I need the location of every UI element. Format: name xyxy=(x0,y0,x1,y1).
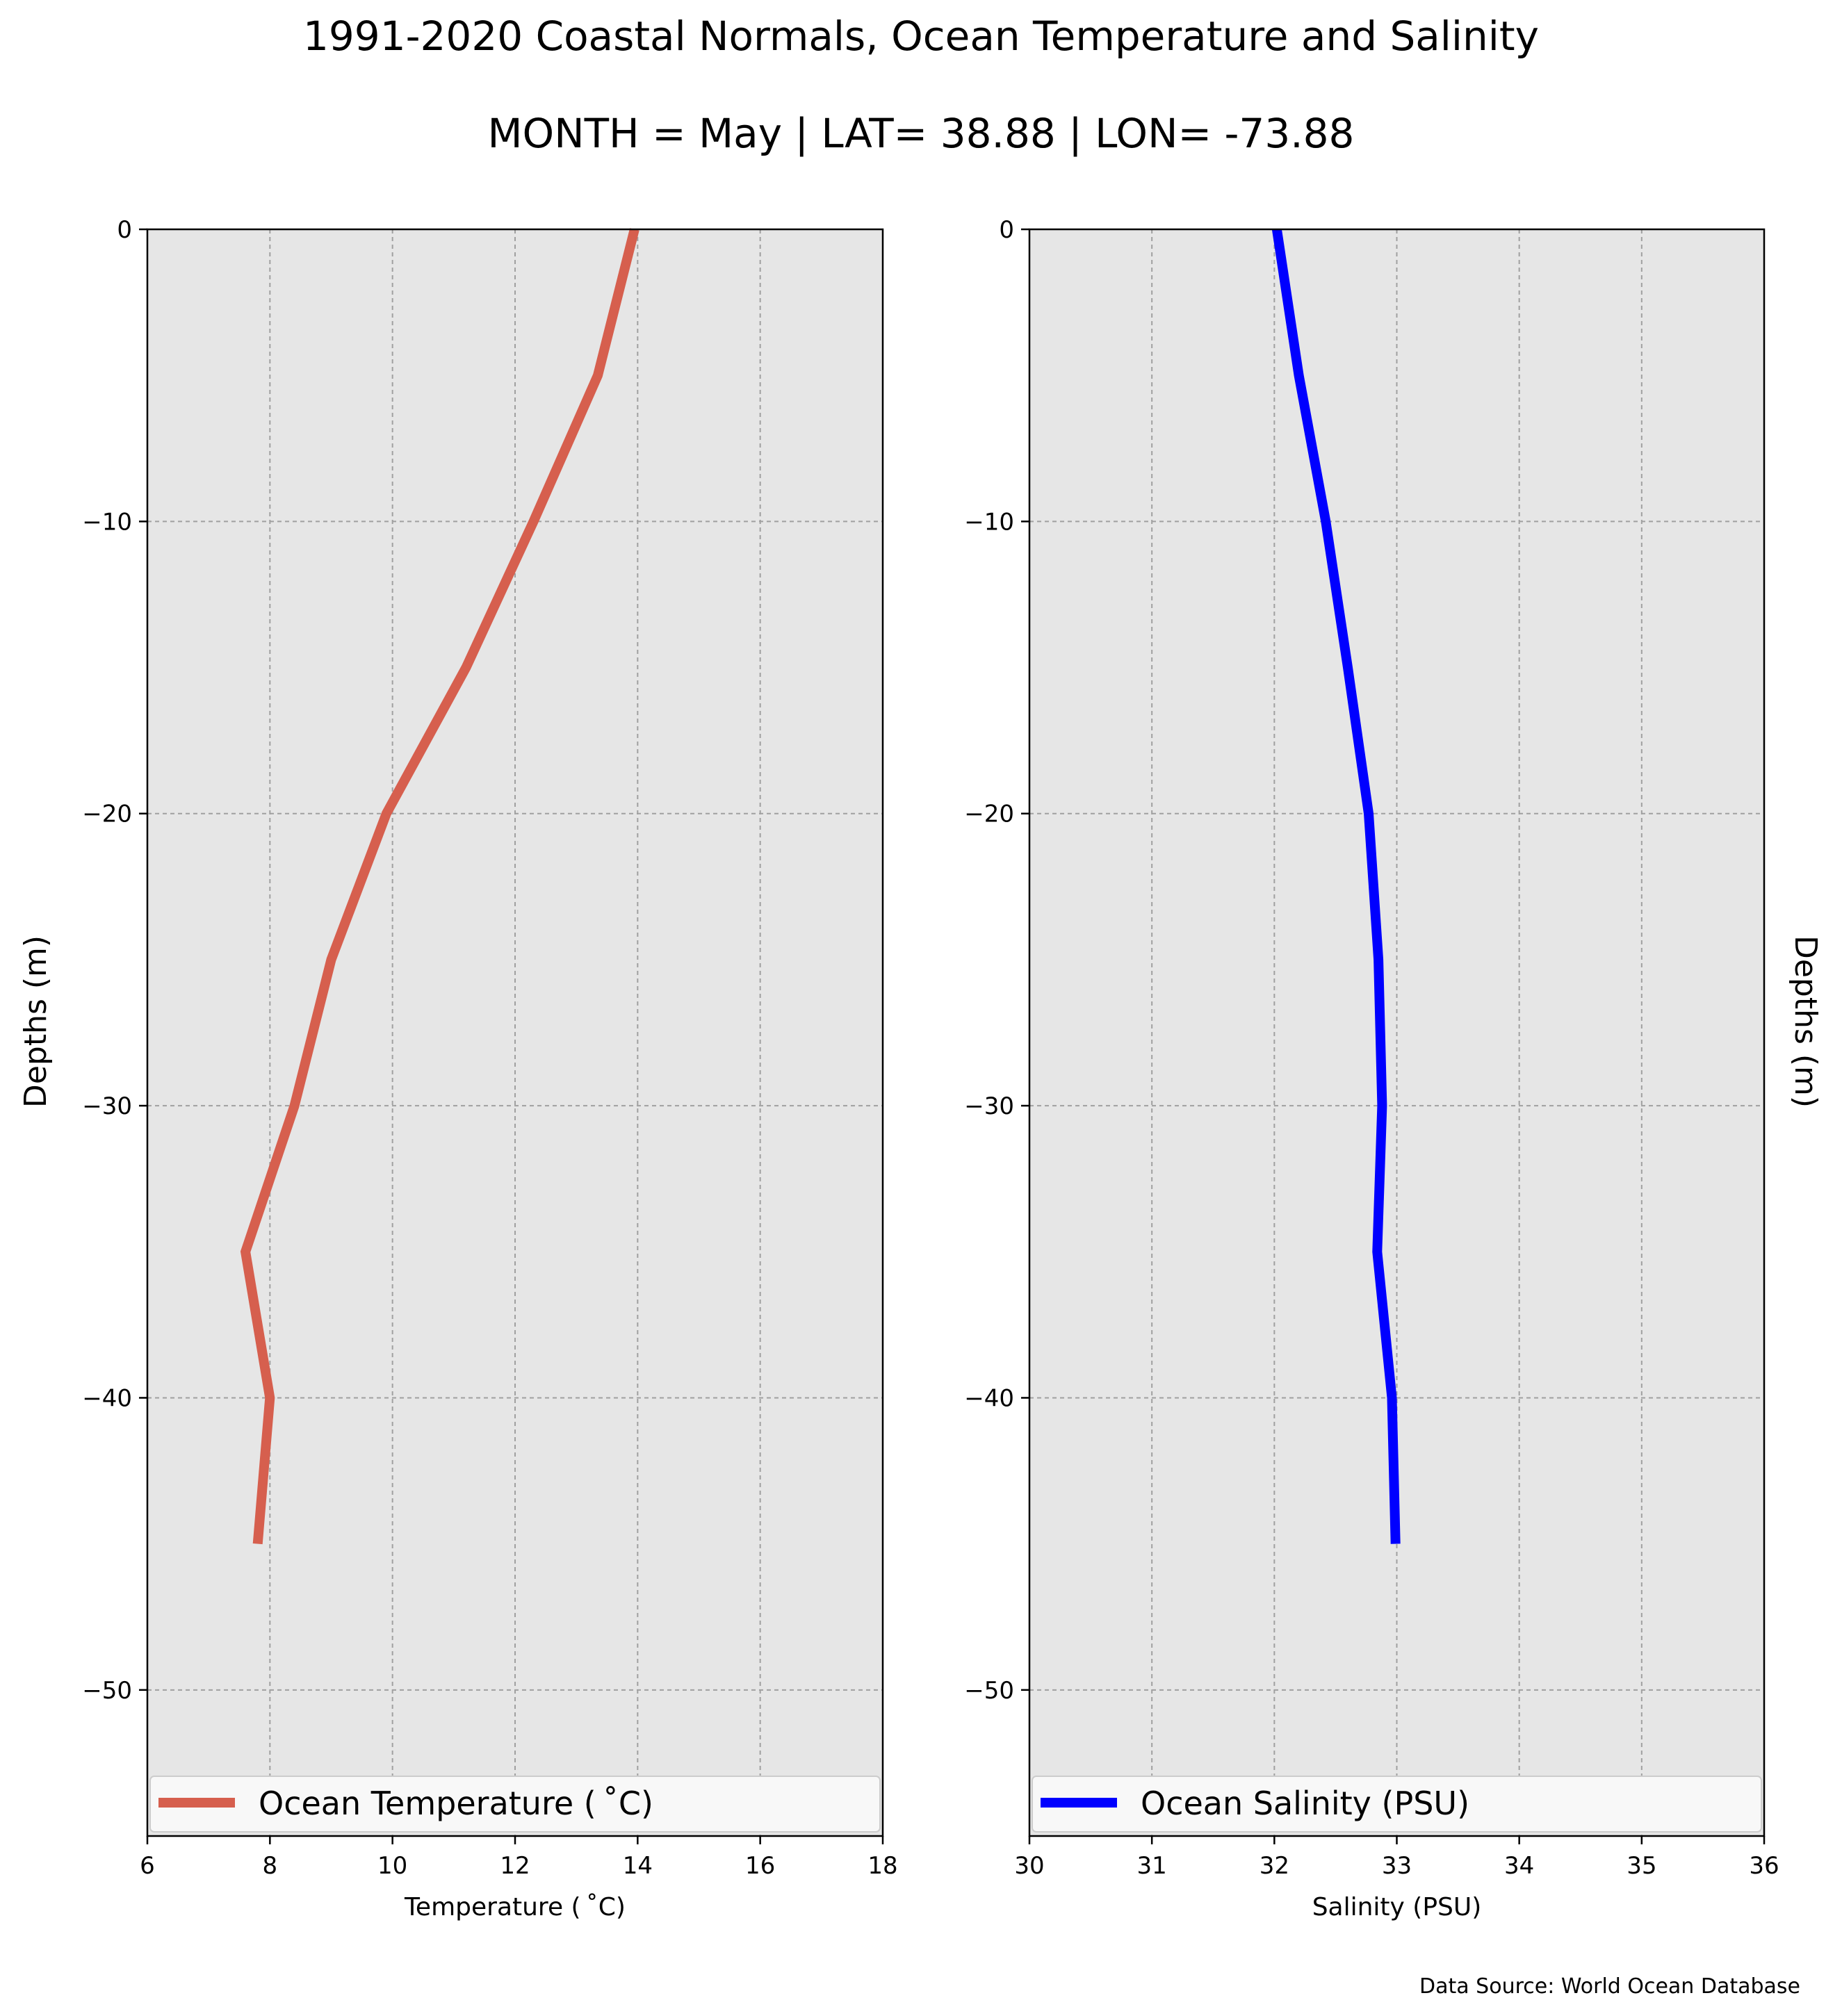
temperature-y-tick-label: −10 xyxy=(82,508,132,536)
right-y-axis-label: Depths (m) xyxy=(1788,935,1823,1108)
salinity-y-tick-label: −40 xyxy=(964,1384,1014,1412)
temperature-panel: Ocean Temperature ( ˚C) 6 8 10 12 14 16 18 0 −10 −… xyxy=(82,216,897,1921)
temperature-x-tick-label: 8 xyxy=(263,1852,278,1880)
temperature-x-tick-label: 14 xyxy=(623,1852,653,1880)
temperature-x-tick-label: 6 xyxy=(140,1852,155,1880)
data-source-note: Data Source: World Ocean Database xyxy=(1419,1974,1800,1999)
temperature-legend-box xyxy=(149,1776,881,1833)
temperature-x-axis-label: Temperature ( ˚C) xyxy=(404,1893,626,1921)
salinity-series-line xyxy=(1271,228,1401,1544)
salinity-y-tick-label: −20 xyxy=(964,801,1014,828)
figure-subtitle: MONTH = May | LAT= 38.88 | LON= -73.88 xyxy=(488,110,1355,157)
salinity-y-tick-label: −30 xyxy=(964,1092,1014,1120)
salinity-x-tick-label: 30 xyxy=(1014,1852,1044,1880)
salinity-x-tick-label: 33 xyxy=(1382,1852,1412,1880)
temperature-legend-label: Ocean Temperature ( ˚C) xyxy=(259,1785,653,1822)
temperature-x-tick-label: 18 xyxy=(867,1852,897,1880)
salinity-x-tick-label: 34 xyxy=(1504,1852,1534,1880)
temperature-y-tick-label: −50 xyxy=(82,1677,132,1705)
salinity-x-tick-label: 36 xyxy=(1749,1852,1779,1880)
temperature-x-tick-label: 10 xyxy=(377,1852,407,1880)
figure-title: 1991-2020 Coastal Normals, Ocean Tempera… xyxy=(303,13,1539,60)
salinity-legend-box xyxy=(1032,1776,1762,1833)
salinity-x-tick-label: 31 xyxy=(1137,1852,1167,1880)
salinity-x-axis-label: Salinity (PSU) xyxy=(1312,1893,1482,1921)
left-y-axis-label: Depths (m) xyxy=(18,935,54,1108)
temperature-series-line xyxy=(240,228,639,1545)
temperature-y-tick-label: −40 xyxy=(82,1384,132,1412)
temperature-x-tick-label: 16 xyxy=(745,1852,775,1880)
salinity-y-tick-label: −50 xyxy=(964,1677,1014,1705)
salinity-x-tick-label: 35 xyxy=(1627,1852,1656,1880)
salinity-y-tick-label: −10 xyxy=(964,508,1014,536)
salinity-legend-label: Ocean Salinity (PSU) xyxy=(1141,1785,1469,1822)
salinity-x-tick-label: 32 xyxy=(1260,1852,1289,1880)
temperature-y-tick-label: −20 xyxy=(82,801,132,828)
temperature-legend: Ocean Temperature ( ˚C) xyxy=(149,1776,881,1833)
temperature-y-tick-label: −30 xyxy=(82,1092,132,1120)
temperature-x-tick-label: 12 xyxy=(500,1852,530,1880)
temperature-y-tick-label: 0 xyxy=(117,216,132,244)
salinity-panel: Ocean Salinity (PSU) 30 31 32 33 34 35 36 0 −10 −2… xyxy=(964,216,1779,1921)
salinity-y-tick-label: 0 xyxy=(999,216,1014,244)
salinity-legend: Ocean Salinity (PSU) xyxy=(1032,1776,1762,1833)
